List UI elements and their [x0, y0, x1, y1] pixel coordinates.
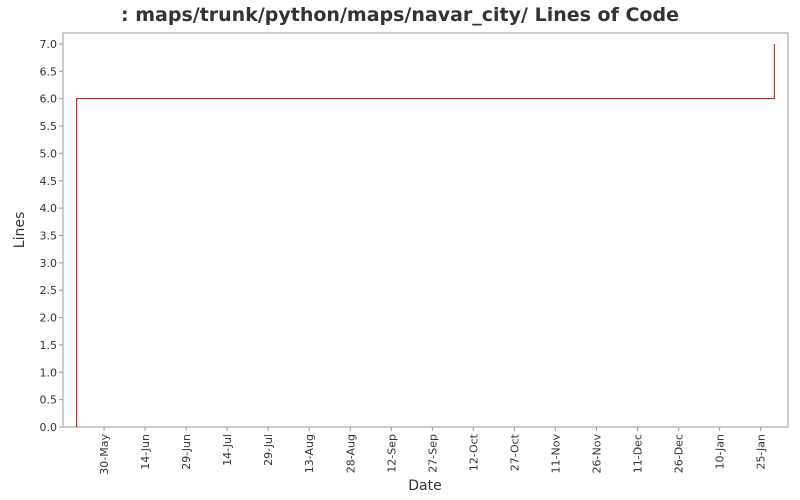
y-tick-label: 5.0	[40, 147, 58, 160]
x-tick-label: 29-Jul	[262, 434, 275, 466]
y-tick-label: 1.0	[40, 366, 58, 379]
chart-title: : maps/trunk/python/maps/navar_city/ Lin…	[121, 4, 679, 26]
x-tick-label: 14-Jul	[221, 434, 234, 466]
y-tick-label: 7.0	[40, 38, 58, 51]
x-tick-label: 12-Sep	[385, 434, 398, 473]
y-tick-label: 0.0	[40, 421, 58, 434]
y-tick-label: 3.5	[40, 229, 58, 242]
y-tick-label: 2.0	[40, 312, 58, 325]
y-tick-label: 0.5	[40, 394, 58, 407]
x-tick-label: 14-Jun	[139, 434, 152, 470]
x-axis-label: Date	[408, 478, 441, 494]
x-tick-label: 30-May	[98, 434, 111, 475]
y-tick-label: 6.0	[40, 93, 58, 106]
x-tick-label: 28-Aug	[344, 434, 357, 473]
x-tick-label: 26-Dec	[673, 434, 686, 473]
x-tick-label: 12-Oct	[467, 433, 480, 471]
plot-area	[62, 32, 789, 428]
x-tick-label: 25-Jan	[755, 434, 768, 470]
y-tick-label: 2.5	[40, 284, 58, 297]
x-tick-label: 13-Aug	[303, 434, 316, 473]
y-tick-label: 3.0	[40, 257, 58, 270]
y-tick-label: 4.5	[40, 175, 58, 188]
y-tick-label: 4.0	[40, 202, 58, 215]
y-axis-label: Lines	[12, 212, 28, 248]
x-tick-label: 29-Jun	[180, 434, 193, 470]
x-tick-label: 26-Nov	[590, 434, 603, 474]
x-tick-label: 27-Sep	[426, 434, 439, 473]
x-tick-label: 10-Jan	[714, 434, 727, 470]
x-tick-label: 27-Oct	[508, 433, 521, 471]
y-tick-label: 1.5	[40, 339, 58, 352]
y-tick-label: 5.5	[40, 120, 58, 133]
y-tick-label: 6.5	[40, 65, 58, 78]
x-tick-label: 11-Nov	[549, 434, 562, 474]
data-line	[76, 43, 775, 427]
x-tick-label: 11-Dec	[632, 434, 645, 473]
